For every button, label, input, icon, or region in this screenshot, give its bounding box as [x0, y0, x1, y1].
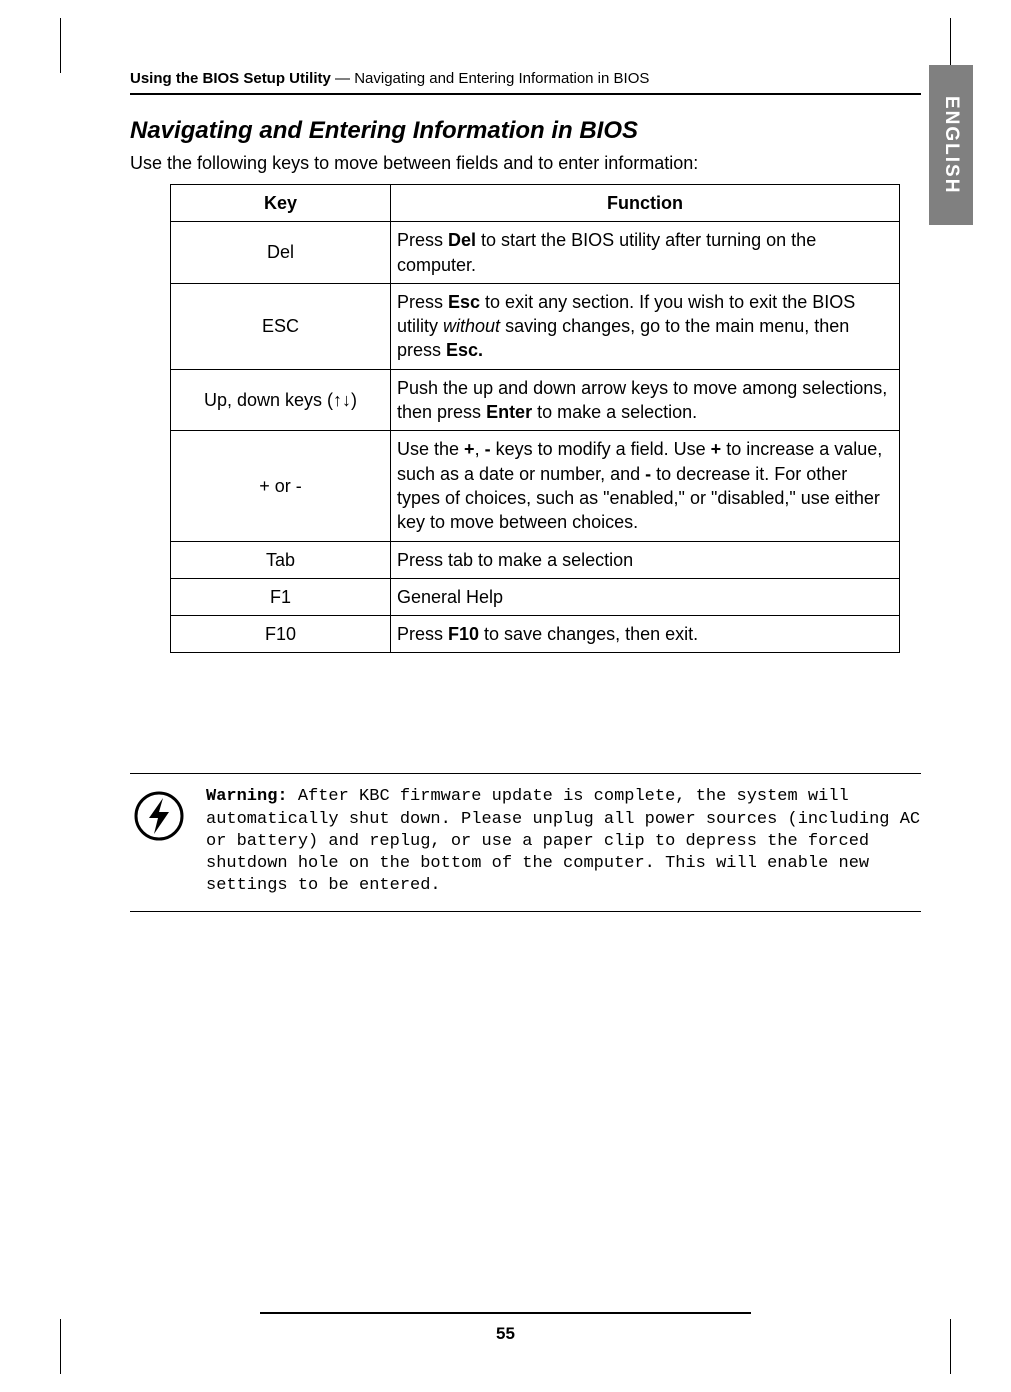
function-cell: Press Del to start the BIOS utility afte…: [391, 222, 900, 284]
table-row: Up, down keys (↑↓)Push the up and down a…: [171, 369, 900, 431]
table-header-row: Key Function: [171, 185, 900, 222]
key-cell: Del: [171, 222, 391, 284]
key-cell: Tab: [171, 541, 391, 578]
function-cell: Push the up and down arrow keys to move …: [391, 369, 900, 431]
col-function: Function: [391, 185, 900, 222]
page-number: 55: [0, 1324, 1011, 1344]
warning-label: Warning:: [206, 787, 288, 806]
crop-mark: [60, 18, 90, 73]
warning-block: Warning: After KBC firmware update is co…: [130, 773, 921, 911]
table-row: DelPress Del to start the BIOS utility a…: [171, 222, 900, 284]
function-cell: Press Esc to exit any section. If you wi…: [391, 283, 900, 369]
table-row: ESCPress Esc to exit any section. If you…: [171, 283, 900, 369]
warning-body: After KBC firmware update is complete, t…: [206, 787, 920, 894]
table-row: TabPress tab to make a selection: [171, 541, 900, 578]
table-row: + or -Use the +, - keys to modify a fiel…: [171, 431, 900, 541]
section-intro: Use the following keys to move between f…: [130, 153, 921, 174]
bios-keys-table: Key Function DelPress Del to start the B…: [170, 184, 900, 653]
table-row: F10Press F10 to save changes, then exit.: [171, 616, 900, 653]
lightning-icon: [130, 786, 188, 896]
warning-text: Warning: After KBC firmware update is co…: [206, 786, 921, 896]
col-key: Key: [171, 185, 391, 222]
key-cell: + or -: [171, 431, 391, 541]
key-cell: ESC: [171, 283, 391, 369]
running-header-rest: — Navigating and Entering Information in…: [331, 70, 650, 87]
table-row: F1General Help: [171, 578, 900, 615]
key-cell: F1: [171, 578, 391, 615]
key-cell: Up, down keys (↑↓): [171, 369, 391, 431]
running-header: Using the BIOS Setup Utility — Navigatin…: [130, 70, 921, 95]
function-cell: Press F10 to save changes, then exit.: [391, 616, 900, 653]
function-cell: General Help: [391, 578, 900, 615]
function-cell: Use the +, - keys to modify a field. Use…: [391, 431, 900, 541]
function-cell: Press tab to make a selection: [391, 541, 900, 578]
key-cell: F10: [171, 616, 391, 653]
section-title: Navigating and Entering Information in B…: [130, 117, 921, 145]
language-tab: ENGLISH: [929, 65, 973, 225]
footer-rule: [260, 1312, 751, 1314]
running-header-title: Using the BIOS Setup Utility: [130, 70, 331, 87]
